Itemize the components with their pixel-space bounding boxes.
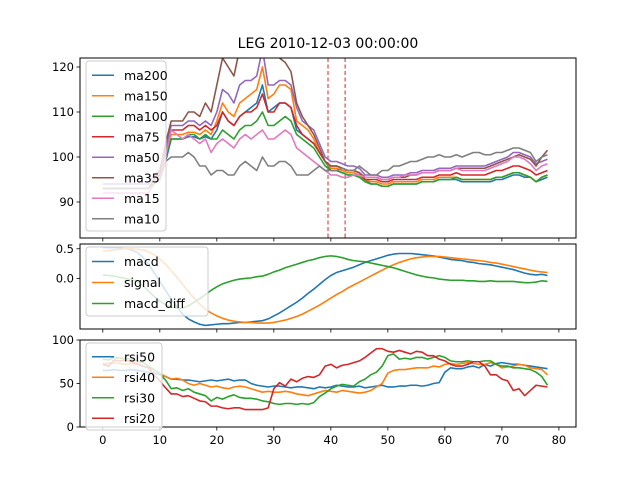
legend-label-signal: signal bbox=[124, 275, 161, 290]
rsi-legend: rsi50 rsi40 rsi30 rsi20 bbox=[85, 342, 163, 431]
x-tick-label: 80 bbox=[552, 433, 567, 447]
x-tick-label: 40 bbox=[324, 433, 339, 447]
price-ma-panel: 90100110120ma200ma150ma100ma75ma50ma35ma… bbox=[52, 57, 577, 242]
x-tick-label: 60 bbox=[438, 433, 453, 447]
x-tick-label: 30 bbox=[267, 433, 282, 447]
series-line-ma35 bbox=[102, 58, 549, 190]
y-tick-label: 90 bbox=[59, 195, 74, 209]
legend-label-rsi40: rsi40 bbox=[124, 370, 155, 385]
legend-label-rsi20: rsi20 bbox=[124, 411, 155, 426]
legend-label-ma150: ma150 bbox=[124, 88, 168, 103]
legend-label-ma15: ma15 bbox=[124, 191, 160, 206]
legend-label-ma75: ma75 bbox=[124, 129, 160, 144]
series-line-ma100 bbox=[102, 111, 548, 190]
x-tick-label: 20 bbox=[210, 433, 225, 447]
series-line-rsi50 bbox=[102, 361, 548, 390]
x-tick-label: 0 bbox=[99, 433, 106, 447]
legend-box bbox=[85, 342, 163, 431]
x-tick-label: 10 bbox=[152, 433, 167, 447]
y-tick-label: 50 bbox=[59, 377, 74, 391]
price-axes-frame bbox=[79, 57, 577, 239]
y-tick-label: 100 bbox=[52, 333, 74, 347]
legend-label-macd-diff: macd_diff bbox=[124, 296, 185, 311]
legend-label-rsi50: rsi50 bbox=[124, 349, 155, 364]
legend-label-ma50: ma50 bbox=[124, 150, 160, 165]
legend-box bbox=[85, 60, 167, 232]
legend-label-ma10: ma10 bbox=[124, 211, 160, 226]
legend-label-ma35: ma35 bbox=[124, 170, 160, 185]
macd-axes-frame bbox=[79, 243, 577, 330]
y-tick-label: 0.0 bbox=[56, 271, 74, 285]
y-tick-label: 120 bbox=[52, 60, 74, 74]
price-legend: ma200 ma150 ma100 ma75 ma50 ma35 ma15 ma10 bbox=[85, 60, 168, 232]
price-plot-area bbox=[102, 58, 549, 238]
macd-legend: macd signal macd_diff bbox=[85, 246, 209, 317]
series-line-rsi40 bbox=[102, 361, 549, 397]
x-tick-label: 50 bbox=[381, 433, 396, 447]
macd-panel: 0.5 0.0 macd signal macd_diff bbox=[56, 242, 577, 333]
y-tick-label: 0 bbox=[67, 420, 74, 434]
legend-label-ma200: ma200 bbox=[124, 68, 168, 83]
rsi-plot-area bbox=[102, 347, 549, 411]
y-tick-label: 0.5 bbox=[56, 242, 74, 256]
series-line-rsi20 bbox=[102, 347, 548, 411]
y-tick-label: 100 bbox=[52, 150, 74, 164]
y-tick-label: 110 bbox=[52, 105, 74, 119]
chart-title: LEG 2010-12-03 00:00:00 bbox=[238, 36, 419, 52]
series-line-ma50 bbox=[102, 58, 548, 185]
legend-label-ma100: ma100 bbox=[124, 109, 168, 124]
x-tick-label: 70 bbox=[495, 433, 510, 447]
legend-label-macd: macd bbox=[124, 254, 159, 269]
legend-label-rsi30: rsi30 bbox=[124, 390, 155, 405]
series-line-ma10 bbox=[102, 147, 548, 190]
legend-box bbox=[85, 246, 209, 317]
